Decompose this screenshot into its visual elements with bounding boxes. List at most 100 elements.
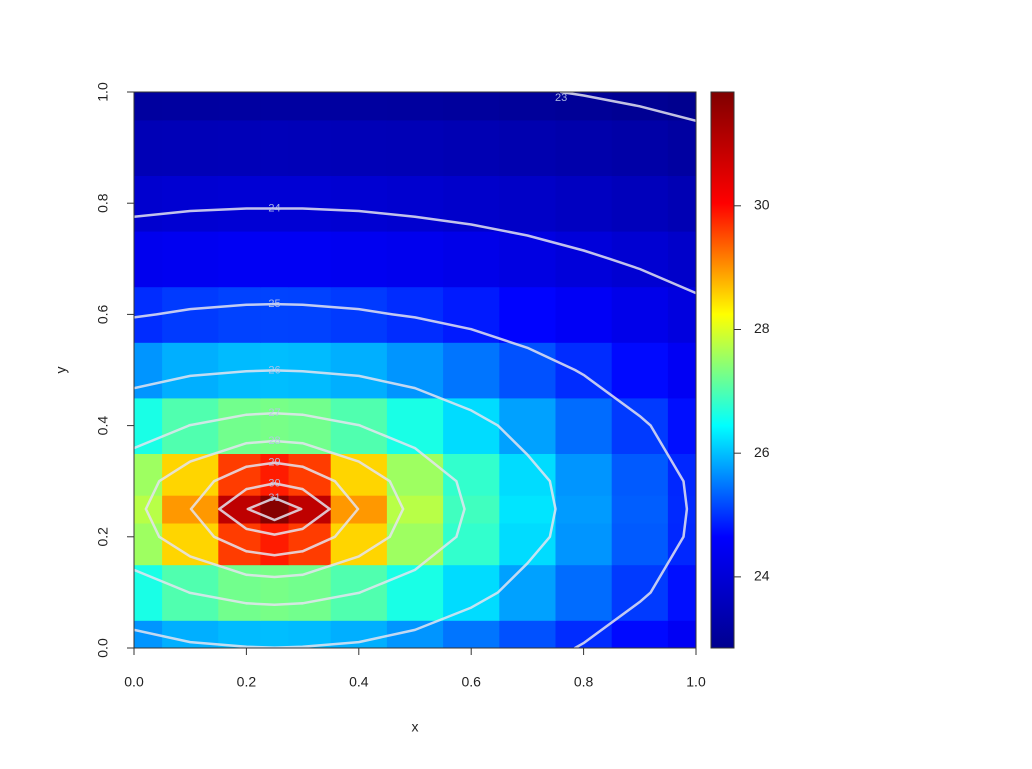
heat-cell [288, 453, 332, 496]
heat-cell [162, 231, 219, 288]
heat-cell [162, 92, 219, 121]
heat-cell [667, 397, 696, 454]
contour-label: 24 [268, 202, 280, 214]
heat-cell [611, 620, 669, 648]
heat-cell [667, 286, 696, 343]
heat-cell [218, 620, 262, 648]
heat-cell [443, 453, 500, 496]
heat-cell [386, 495, 444, 524]
heat-cell [499, 453, 557, 496]
x-tick-label: 1.0 [686, 674, 706, 690]
heat-cell [134, 522, 163, 566]
colorbar-tick-label: 26 [754, 444, 770, 460]
heat-cell [386, 522, 444, 566]
heat-cell [134, 175, 163, 232]
heat-cell [611, 397, 669, 454]
heat-cell [330, 286, 388, 343]
heat-cell [288, 231, 332, 288]
contour-label: 28 [268, 435, 280, 447]
heat-cell [499, 564, 557, 621]
heat-cell [218, 453, 262, 496]
heat-cell [260, 231, 290, 288]
heat-cell [134, 342, 163, 399]
contour-label: 25 [268, 298, 280, 310]
y-tick-label: 1.0 [95, 82, 111, 102]
contour-line [559, 92, 696, 123]
heat-cell [555, 286, 613, 343]
heat-cell [611, 453, 669, 496]
y-tick-label: 0.6 [95, 304, 111, 324]
plot-frame [133, 91, 697, 649]
heat-cell [499, 92, 557, 121]
heat-cell [443, 92, 500, 121]
heat-cell [218, 175, 262, 232]
heat-cell [330, 175, 388, 232]
colorbar-tick-label: 28 [754, 320, 770, 336]
heatmap [134, 92, 696, 648]
contour-line [246, 496, 303, 522]
contour-line [218, 482, 331, 536]
heat-cell [134, 92, 163, 121]
heat-cell [386, 564, 444, 621]
contour-line [144, 439, 405, 579]
heat-cell [386, 175, 444, 232]
heat-cell [386, 92, 444, 121]
colorbar-tick-label: 24 [754, 568, 770, 584]
heat-cell [499, 522, 557, 566]
heat-cell [218, 231, 262, 288]
heat-cell [260, 92, 290, 121]
heat-cell [499, 286, 557, 343]
contour-label: 27 [268, 407, 280, 419]
contour-line [134, 411, 466, 607]
heat-cell [555, 453, 613, 496]
x-tick-label: 0.4 [349, 674, 369, 690]
heat-cell [260, 522, 290, 566]
heat-cell [611, 119, 669, 176]
heat-cell [555, 175, 613, 232]
contour-label: 30 [268, 477, 280, 489]
heat-cell [499, 397, 557, 454]
heat-cell [288, 564, 332, 621]
heat-cell [443, 231, 500, 288]
heat-cell [611, 175, 669, 232]
heat-cell [162, 342, 219, 399]
heat-cell [443, 119, 500, 176]
heat-cell [667, 119, 696, 176]
heat-cell [162, 175, 219, 232]
heat-cell [218, 522, 262, 566]
heat-cell [260, 453, 290, 496]
x-tick-label: 0.6 [461, 674, 481, 690]
heat-cell [443, 564, 500, 621]
heat-cell [134, 397, 163, 454]
heat-cell [667, 342, 696, 399]
heat-cell [667, 495, 696, 524]
contour-label: 29 [268, 457, 280, 469]
heat-cell [667, 522, 696, 566]
heat-cell [218, 92, 262, 121]
heat-cell [611, 342, 669, 399]
heat-cell [386, 231, 444, 288]
heat-cell [499, 231, 557, 288]
heat-cell [443, 495, 500, 524]
heat-cell [443, 175, 500, 232]
heat-cell [555, 522, 613, 566]
contour-label: 23 [555, 92, 567, 104]
heat-cell [218, 495, 262, 524]
heat-cell [218, 119, 262, 176]
heat-cell [162, 119, 219, 176]
heat-cell [555, 495, 613, 524]
heat-cell [260, 564, 290, 621]
colorbar [710, 91, 735, 649]
contour-line [134, 302, 689, 648]
heat-cell [288, 286, 332, 343]
heat-cell [218, 286, 262, 343]
heat-cell [134, 564, 163, 621]
heat-cell [555, 119, 613, 176]
heat-cell [260, 175, 290, 232]
heat-cell [162, 286, 219, 343]
heat-cell [288, 119, 332, 176]
heat-cell [386, 342, 444, 399]
heat-cell [555, 397, 613, 454]
contour-line [134, 207, 696, 295]
